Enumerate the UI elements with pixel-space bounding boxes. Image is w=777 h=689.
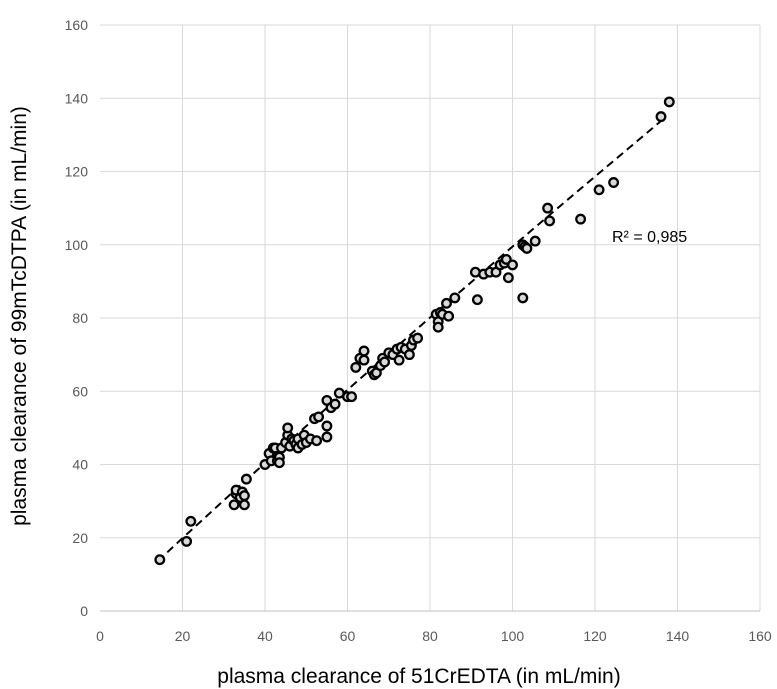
y-tick-label: 40 xyxy=(72,457,88,473)
data-point xyxy=(273,457,285,469)
data-point xyxy=(529,235,541,247)
data-point xyxy=(346,391,358,403)
data-point xyxy=(329,398,341,410)
data-point xyxy=(238,499,250,511)
data-point xyxy=(575,213,587,225)
x-tick-label: 20 xyxy=(175,628,191,644)
x-tick-label: 60 xyxy=(340,628,356,644)
data-point xyxy=(321,431,333,443)
data-point xyxy=(593,184,605,196)
y-tick-label: 100 xyxy=(65,237,89,253)
x-tick-label: 0 xyxy=(96,628,104,644)
data-point xyxy=(663,96,675,108)
x-tick-label: 40 xyxy=(257,628,273,644)
data-point xyxy=(655,111,667,123)
data-point xyxy=(432,321,444,333)
y-tick-label: 160 xyxy=(65,17,89,33)
data-point xyxy=(412,332,424,344)
x-tick-label: 100 xyxy=(501,628,525,644)
data-point xyxy=(443,310,455,322)
x-tick-label: 80 xyxy=(422,628,438,644)
data-point xyxy=(608,177,620,188)
x-tick-label: 140 xyxy=(666,628,690,644)
y-tick-label: 0 xyxy=(80,603,88,619)
y-tick-label: 120 xyxy=(65,164,89,180)
y-axis-title: plasma clearance of 99mTcDTPA (in mL/min… xyxy=(8,106,31,526)
x-axis-title: plasma clearance of 51CrEDTA (in mL/min) xyxy=(217,665,620,688)
data-point xyxy=(542,202,554,214)
data-point xyxy=(471,294,483,306)
y-tick-label: 20 xyxy=(72,530,88,546)
data-point xyxy=(185,515,197,527)
y-tick-label: 140 xyxy=(65,90,89,106)
y-tick-label: 60 xyxy=(72,383,88,399)
y-tick-labels: 0 20 40 60 80 100 120 140 160 xyxy=(65,17,89,619)
data-point xyxy=(181,535,193,547)
x-tick-labels: 0 20 40 60 80 100 120 140 160 xyxy=(96,628,772,644)
data-point xyxy=(358,354,370,366)
data-point xyxy=(507,259,518,271)
data-point xyxy=(282,422,294,434)
data-point xyxy=(502,272,514,284)
data-point xyxy=(313,411,325,423)
data-point xyxy=(321,420,333,432)
data-point xyxy=(350,361,362,373)
trendline xyxy=(157,120,662,562)
data-point xyxy=(441,297,452,309)
data-point xyxy=(228,499,240,511)
data-point xyxy=(449,292,461,304)
data-point xyxy=(238,490,250,502)
x-tick-label: 160 xyxy=(748,628,772,644)
data-points xyxy=(154,96,675,566)
data-point xyxy=(517,292,529,304)
data-point xyxy=(521,242,533,254)
data-point xyxy=(358,345,370,357)
data-point xyxy=(403,349,415,361)
data-point xyxy=(393,354,405,366)
gridlines xyxy=(100,24,761,611)
data-point xyxy=(311,435,323,447)
y-tick-label: 80 xyxy=(72,310,88,326)
data-point xyxy=(240,473,252,485)
data-point xyxy=(544,215,556,227)
r-squared-annotation: R² = 0,985 xyxy=(612,229,687,246)
data-point xyxy=(379,356,391,368)
data-point xyxy=(154,554,166,566)
x-tick-label: 120 xyxy=(583,628,607,644)
